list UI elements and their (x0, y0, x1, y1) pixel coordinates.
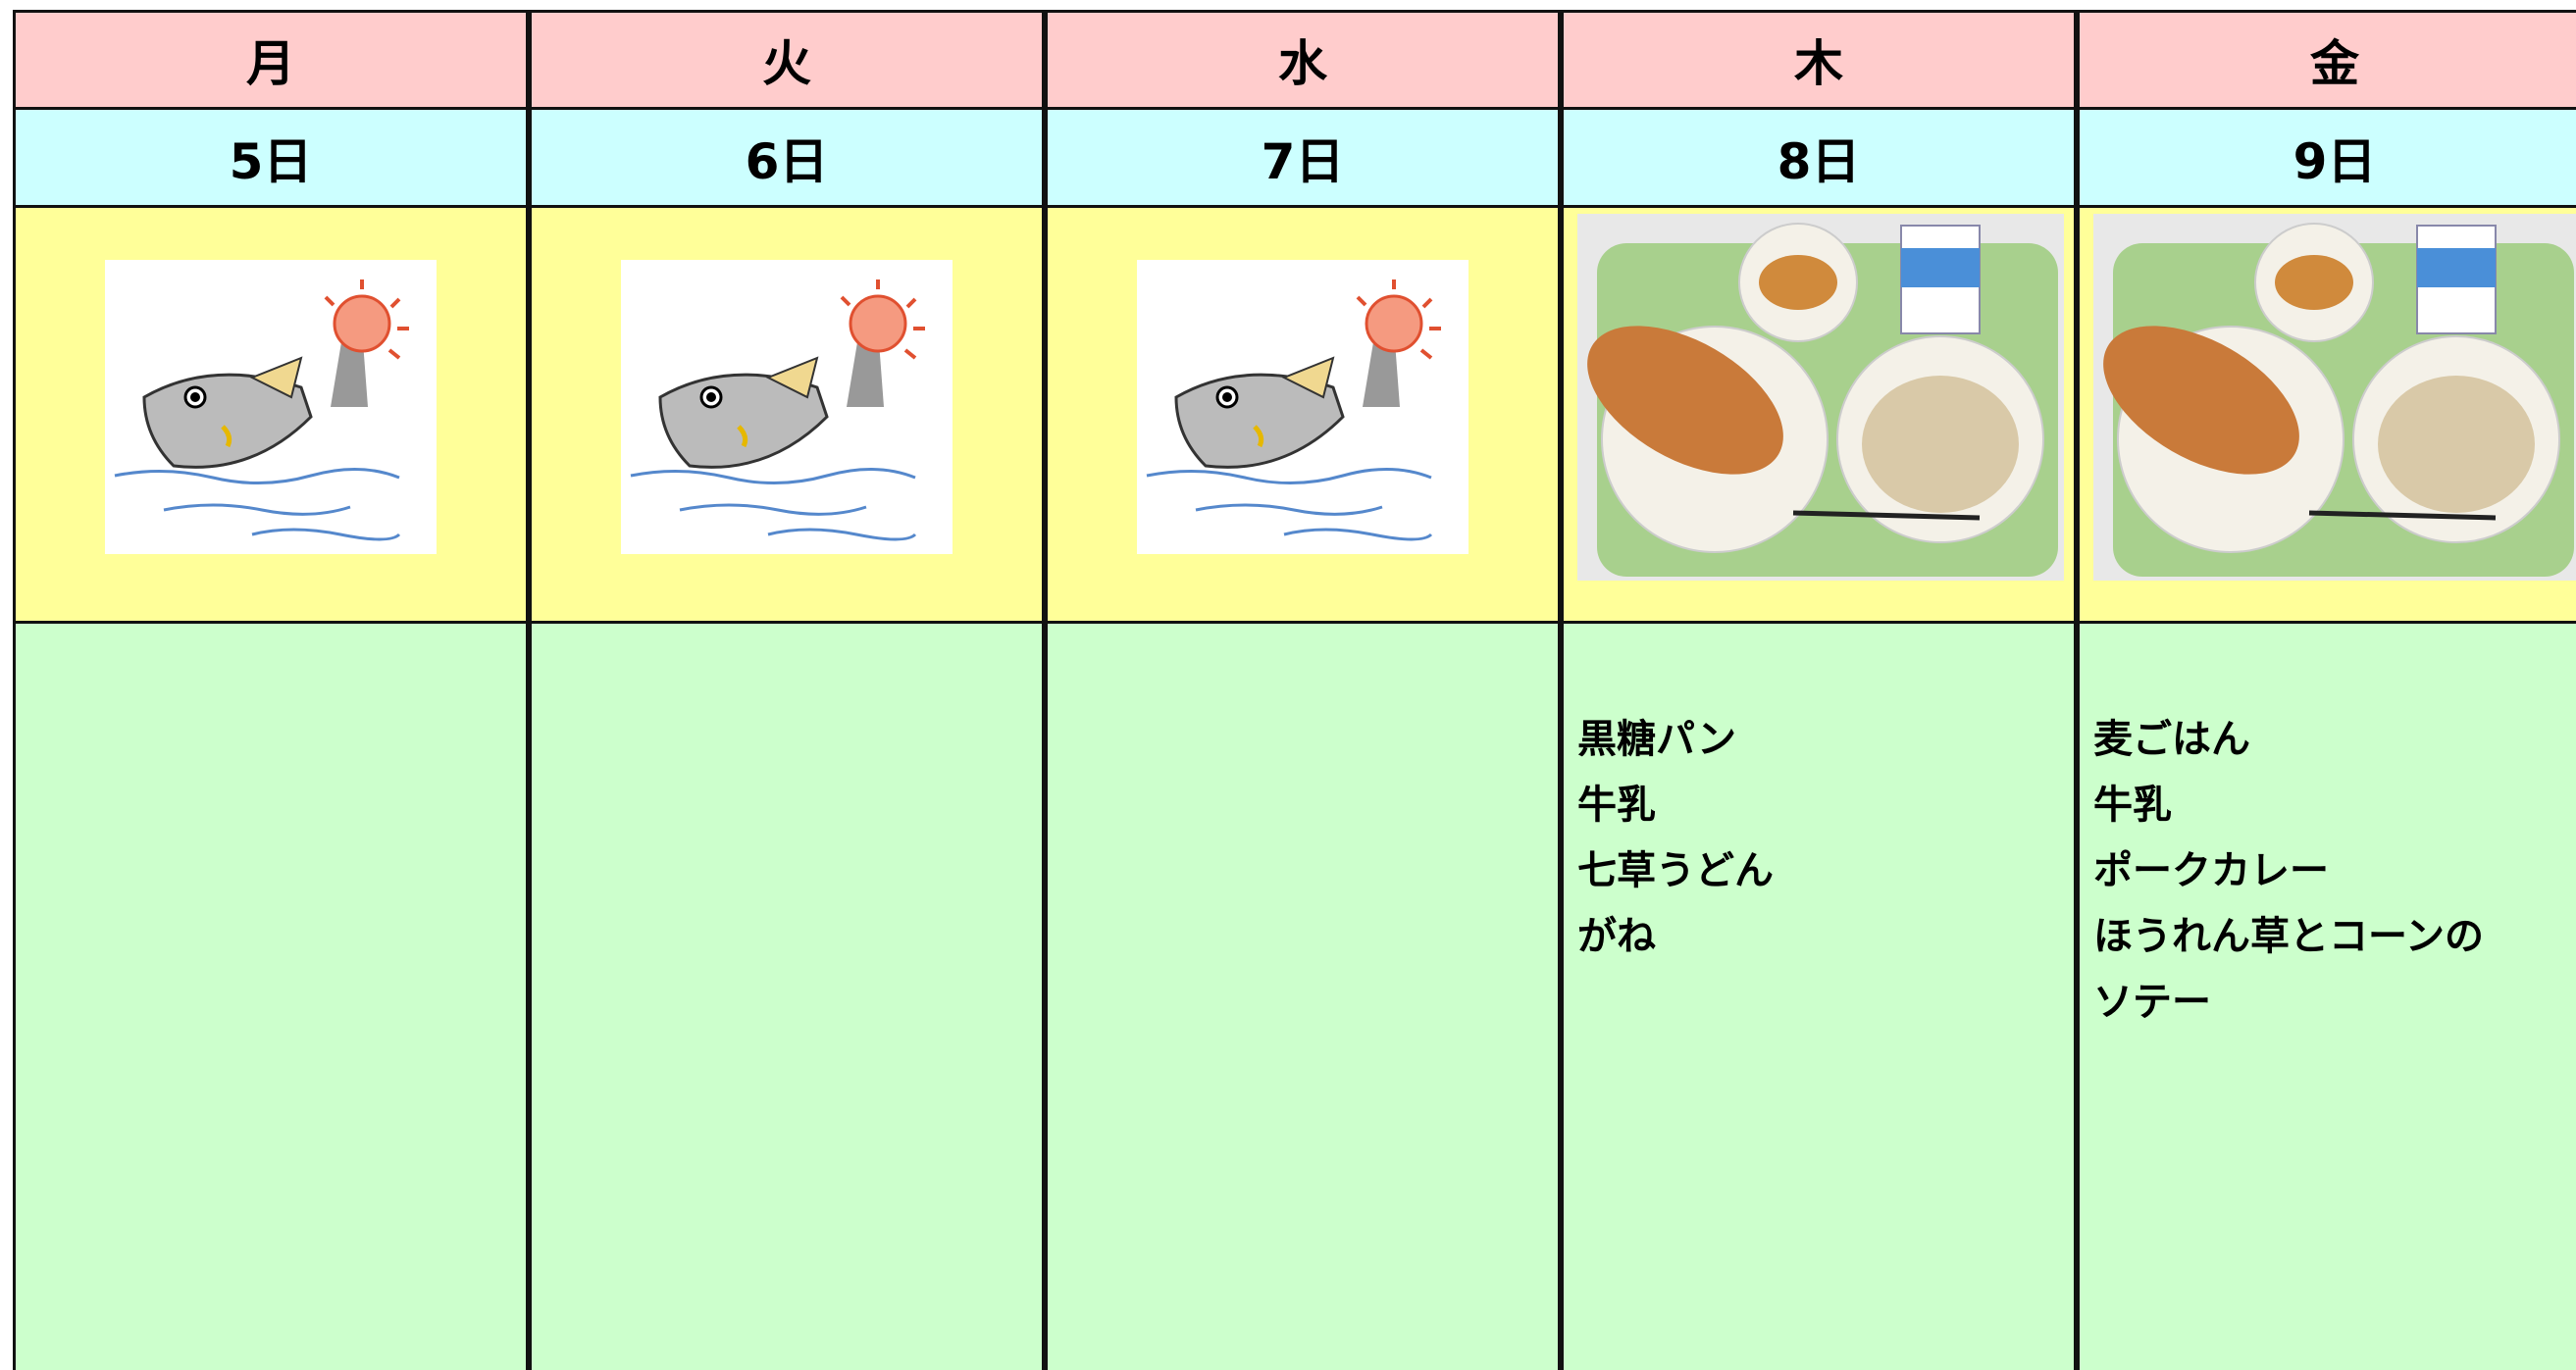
fish-illustration (1137, 260, 1468, 554)
lunch-photo (1577, 214, 2064, 581)
weekday-header: 木 (1561, 10, 2077, 110)
day-column: 木 8日 黒糖パン牛乳七草うどんがね (1561, 10, 2077, 1370)
fish-illustration (105, 260, 437, 554)
date-header: 5日 (13, 110, 529, 208)
weekday-header: 火 (529, 10, 1045, 110)
menu-item: 牛乳 (1577, 783, 1656, 828)
menu-item: ほうれん草とコーンの (2093, 914, 2484, 959)
fish-illustration (621, 260, 953, 554)
weekday-header: 水 (1045, 10, 1561, 110)
date-header: 9日 (2077, 110, 2576, 208)
day-column: 火 6日 (529, 10, 1045, 1370)
day-column: 月 5日 (13, 10, 529, 1370)
menu-item: 黒糖パン (1577, 717, 1736, 762)
menu-cell: 黒糖パン牛乳七草うどんがね (1561, 624, 2077, 1370)
date-header: 6日 (529, 110, 1045, 208)
date-header: 7日 (1045, 110, 1561, 208)
image-cell (1561, 208, 2077, 624)
image-cell (1045, 208, 1561, 624)
image-cell (2077, 208, 2576, 624)
menu-item: 牛乳 (2093, 783, 2172, 828)
weekday-header: 金 (2077, 10, 2576, 110)
menu-cell (1045, 624, 1561, 1370)
image-cell (13, 208, 529, 624)
menu-cell (13, 624, 529, 1370)
lunch-photo (2093, 214, 2576, 581)
menu-item: 七草うどん (1577, 848, 1774, 893)
day-column: 水 7日 (1045, 10, 1561, 1370)
day-column: 金 9日 麦ごはん牛乳ポークカレーほうれん草とコーンの ソテー (2077, 10, 2576, 1370)
menu-cell: 麦ごはん牛乳ポークカレーほうれん草とコーンの ソテー (2077, 624, 2576, 1370)
weekday-header: 月 (13, 10, 529, 110)
menu-cell (529, 624, 1045, 1370)
menu-item: ソテー (2093, 980, 2211, 1025)
menu-item: ポークカレー (2093, 848, 2329, 893)
menu-item: がね (1577, 914, 1656, 959)
date-header: 8日 (1561, 110, 2077, 208)
image-cell (529, 208, 1045, 624)
menu-item: 麦ごはん (2093, 717, 2250, 762)
